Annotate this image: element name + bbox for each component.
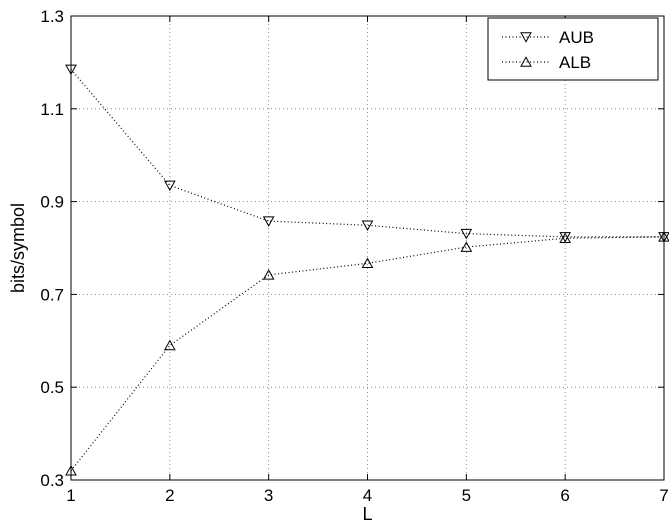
series-line-alb <box>70 236 665 472</box>
legend-marker-alb <box>520 56 532 67</box>
y-tick-label: 0.7 <box>40 285 64 304</box>
legend-label-alb: ALB <box>559 53 591 72</box>
legend-item-aub: AUB <box>502 28 594 47</box>
legend-marker-aub <box>520 32 532 43</box>
data-point-aub <box>460 228 473 240</box>
y-axis-label: bits/symbol <box>8 203 28 293</box>
legend-item-alb: ALB <box>502 53 591 72</box>
series-layer <box>65 64 669 476</box>
data-point-alb <box>262 269 275 280</box>
data-point-aub <box>262 216 275 227</box>
y-tick-label: 1.1 <box>40 100 64 119</box>
x-tick-label: 1 <box>66 486 75 505</box>
data-point-alb <box>65 464 77 476</box>
x-tick-label: 7 <box>659 486 668 505</box>
legend: AUB ALB <box>487 17 659 81</box>
x-tick-label: 3 <box>264 486 273 505</box>
x-tick-label: 5 <box>462 486 471 505</box>
y-tick-label: 0.9 <box>40 193 64 212</box>
legend-label-aub: AUB <box>559 28 594 47</box>
data-point-aub <box>65 64 77 76</box>
y-tick-label: 1.3 <box>40 7 64 26</box>
data-point-aub <box>361 220 374 232</box>
data-point-alb <box>460 241 473 252</box>
legend-box <box>487 17 659 81</box>
x-axis-label: L <box>362 504 372 524</box>
series-line-aub <box>70 68 664 238</box>
x-tick-label: 4 <box>363 486 372 505</box>
series-aub <box>65 64 669 243</box>
y-tick-label: 0.3 <box>40 471 64 490</box>
series-alb <box>65 231 669 476</box>
y-tick-label: 0.5 <box>40 378 64 397</box>
data-point-alb <box>559 232 572 244</box>
x-tick-label: 6 <box>560 486 569 505</box>
data-point-alb <box>658 231 669 242</box>
data-point-alb <box>163 339 176 351</box>
data-point-aub <box>163 180 176 192</box>
grid <box>71 16 664 480</box>
data-point-alb <box>361 257 374 269</box>
x-tick-label: 2 <box>165 486 174 505</box>
axis-ticks: 1 2 3 4 5 6 7 0.3 0.5 0.7 0.9 1.1 1.3 <box>40 7 668 505</box>
